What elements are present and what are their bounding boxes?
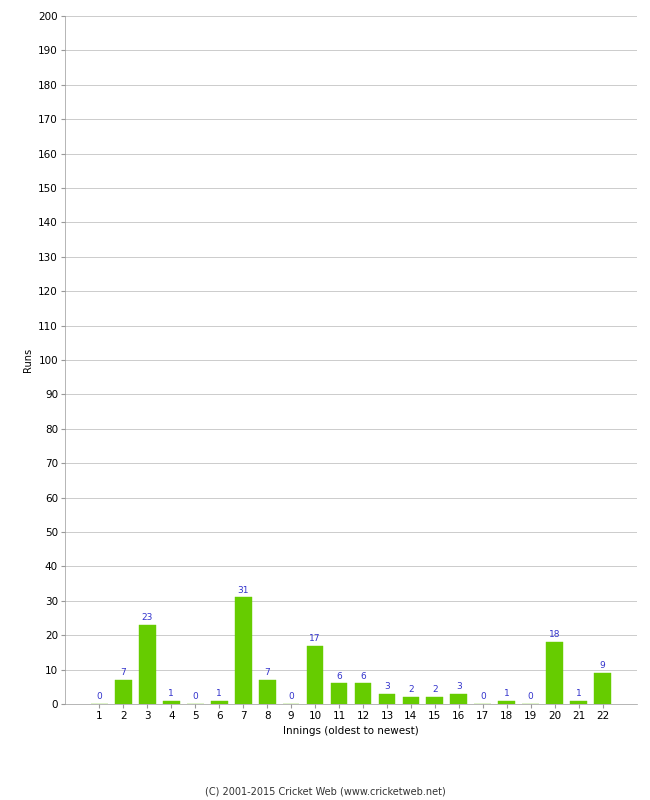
Text: 6: 6 — [360, 672, 366, 681]
Text: 9: 9 — [600, 662, 606, 670]
Text: 7: 7 — [120, 668, 126, 677]
Bar — [426, 697, 443, 704]
Text: 1: 1 — [216, 689, 222, 698]
Text: 31: 31 — [237, 586, 249, 594]
Bar — [378, 694, 395, 704]
Text: (C) 2001-2015 Cricket Web (www.cricketweb.net): (C) 2001-2015 Cricket Web (www.cricketwe… — [205, 786, 445, 796]
Text: 2: 2 — [408, 686, 413, 694]
Text: 0: 0 — [480, 692, 486, 702]
Bar — [594, 673, 611, 704]
Bar — [211, 701, 227, 704]
Bar — [163, 701, 179, 704]
Text: 23: 23 — [142, 613, 153, 622]
Bar — [402, 697, 419, 704]
Y-axis label: Runs: Runs — [23, 348, 32, 372]
Bar — [450, 694, 467, 704]
Bar — [115, 680, 132, 704]
Bar — [139, 625, 156, 704]
Bar — [570, 701, 587, 704]
Text: 6: 6 — [336, 672, 342, 681]
Text: 2: 2 — [432, 686, 437, 694]
Text: 0: 0 — [288, 692, 294, 702]
Bar — [546, 642, 563, 704]
Text: 17: 17 — [309, 634, 321, 642]
Bar — [499, 701, 515, 704]
Bar — [307, 646, 324, 704]
Bar — [259, 680, 276, 704]
Text: 3: 3 — [456, 682, 462, 691]
Bar — [331, 683, 347, 704]
Text: 0: 0 — [528, 692, 534, 702]
Text: 0: 0 — [192, 692, 198, 702]
Text: 7: 7 — [265, 668, 270, 677]
Text: 0: 0 — [96, 692, 102, 702]
Text: 18: 18 — [549, 630, 560, 639]
Text: 1: 1 — [168, 689, 174, 698]
Text: 1: 1 — [504, 689, 510, 698]
X-axis label: Innings (oldest to newest): Innings (oldest to newest) — [283, 726, 419, 737]
Text: 3: 3 — [384, 682, 390, 691]
Text: 1: 1 — [576, 689, 582, 698]
Bar — [355, 683, 371, 704]
Bar — [235, 598, 252, 704]
